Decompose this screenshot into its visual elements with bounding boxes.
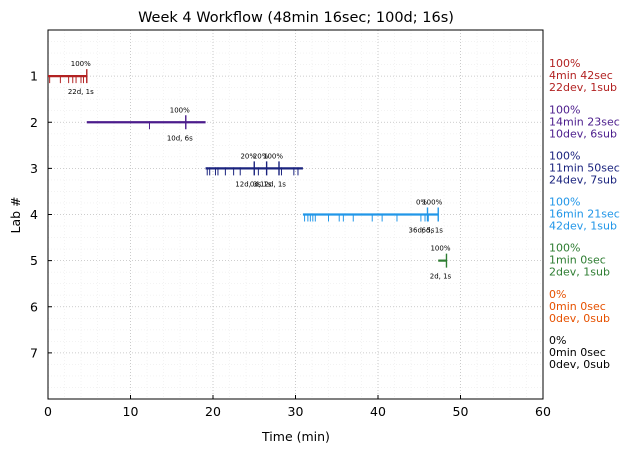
lab-4-submission-percent: 0% [416, 199, 427, 207]
chart-title: Week 4 Workflow (48min 16sec; 100d; 16s) [138, 10, 454, 26]
lab-2-submission-count: 10d, 6s [167, 134, 193, 142]
lab-4-summary-line: 100% [549, 196, 580, 209]
lab-3-submission-percent: 20% [240, 152, 256, 160]
y-tick-label: 5 [30, 253, 38, 268]
x-tick-label: 60 [535, 404, 551, 419]
lab-5-summary-line: 1min 0sec [549, 254, 606, 267]
y-tick-label: 1 [30, 69, 38, 84]
lab-5-submission-percent: 100% [430, 245, 450, 253]
lab-3-submission-count: 12d, 3s [235, 180, 261, 188]
lab-6-summary-line: 0% [549, 288, 566, 301]
lab-4-submission-count: 36d, 5s [409, 227, 435, 235]
lab-1-summary-line: 100% [549, 57, 580, 70]
y-tick-label: 6 [30, 299, 38, 314]
y-tick-label: 2 [30, 115, 38, 130]
lab-2-summary-line: 14min 23sec [549, 115, 620, 128]
y-axis-label: Lab # [8, 196, 23, 233]
lab-7-summary-line: 0min 0sec [549, 346, 606, 359]
lab-6-summary-line: 0min 0sec [549, 300, 606, 313]
lab-6-summary-line: 0dev, 0sub [549, 312, 610, 325]
lab-4-summary-line: 42dev, 1sub [549, 220, 617, 233]
lab-3-submission-count: 0d, 1s [250, 180, 272, 188]
lab-3-submission-percent: 100% [263, 152, 283, 160]
lab-2-submission-percent: 100% [170, 106, 190, 114]
lab-3-summary-line: 11min 50sec [549, 161, 620, 174]
lab-4-submission-percent: 100% [422, 199, 442, 207]
lab-7-summary-line: 0% [549, 334, 566, 347]
x-tick-label: 50 [453, 404, 469, 419]
y-tick-label: 3 [30, 161, 38, 176]
lab-1-summary-line: 22dev, 1sub [549, 81, 617, 94]
lab-2-summary-line: 10dev, 6sub [549, 127, 617, 140]
y-tick-label: 7 [30, 345, 38, 360]
x-tick-label: 20 [205, 404, 221, 419]
lab-4-submission-count: 6d, 1s [421, 227, 443, 235]
lab-7-summary-line: 0dev, 0sub [549, 358, 610, 371]
x-axis-label: Time (min) [261, 429, 330, 444]
x-tick-label: 0 [44, 404, 52, 419]
x-tick-label: 40 [370, 404, 386, 419]
lab-1-submission-percent: 100% [71, 60, 91, 68]
lab-5-summary-line: 2dev, 1sub [549, 266, 610, 279]
lab-4-summary-line: 16min 21sec [549, 208, 620, 221]
x-tick-label: 30 [288, 404, 304, 419]
lab-1-submission-count: 22d, 1s [68, 88, 94, 96]
lab-3-submission-percent: 20% [253, 152, 269, 160]
y-tick-label: 4 [30, 207, 38, 222]
lab-3-summary-line: 100% [549, 149, 580, 162]
lab-3-submission-count: 12d, 1s [260, 180, 286, 188]
lab-5-summary-line: 100% [549, 242, 580, 255]
lab-1-summary-line: 4min 42sec [549, 69, 613, 82]
lab-3-summary-line: 24dev, 7sub [549, 173, 617, 186]
lab-5-submission-count: 2d, 1s [430, 273, 452, 281]
lab-2-summary-line: 100% [549, 103, 580, 116]
x-tick-label: 10 [123, 404, 139, 419]
